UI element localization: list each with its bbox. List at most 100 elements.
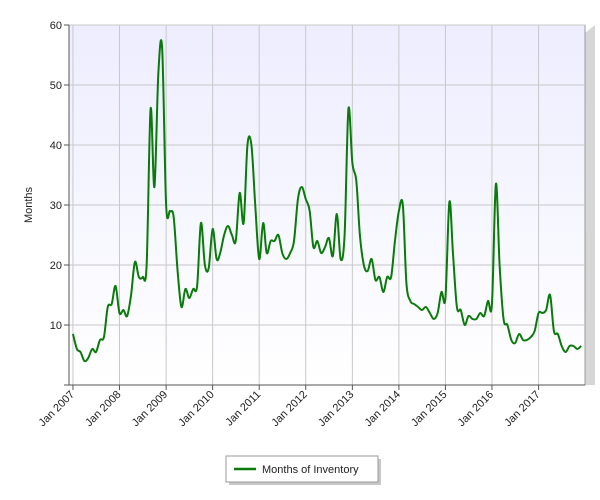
data-point[interactable] [501, 316, 507, 322]
data-point[interactable] [256, 256, 262, 262]
data-point[interactable] [163, 202, 169, 208]
data-point[interactable] [532, 328, 538, 334]
data-point[interactable] [186, 295, 192, 301]
data-point[interactable] [528, 334, 534, 340]
data-point[interactable] [442, 295, 448, 301]
data-point[interactable] [221, 232, 227, 238]
data-point[interactable] [155, 70, 161, 76]
data-point[interactable] [423, 304, 429, 310]
data-point[interactable] [388, 274, 394, 280]
legend[interactable]: Months of Inventory [225, 455, 381, 485]
data-point[interactable] [159, 46, 165, 52]
data-point[interactable] [85, 355, 91, 361]
data-point[interactable] [175, 268, 181, 274]
data-point[interactable] [369, 256, 375, 262]
data-point[interactable] [93, 349, 99, 355]
data-point[interactable] [361, 262, 367, 268]
data-point[interactable] [140, 274, 146, 280]
data-point[interactable] [233, 238, 239, 244]
data-point[interactable] [252, 202, 258, 208]
data-point[interactable] [237, 190, 243, 196]
data-point[interactable] [353, 178, 359, 184]
data-point[interactable] [303, 196, 309, 202]
data-point[interactable] [124, 313, 130, 319]
data-point[interactable] [128, 292, 134, 298]
data-point[interactable] [210, 226, 216, 232]
data-point[interactable] [229, 232, 235, 238]
data-point[interactable] [148, 106, 154, 112]
data-point[interactable] [578, 343, 584, 349]
data-point[interactable] [555, 331, 561, 337]
data-point[interactable] [427, 310, 433, 316]
data-point[interactable] [322, 244, 328, 250]
data-point[interactable] [400, 202, 406, 208]
data-point[interactable] [248, 142, 254, 148]
data-point[interactable] [396, 208, 402, 214]
data-point[interactable] [275, 232, 281, 238]
data-point[interactable] [481, 313, 487, 319]
data-point[interactable] [431, 316, 437, 322]
data-point[interactable] [101, 334, 107, 340]
data-point[interactable] [345, 106, 351, 112]
data-point[interactable] [330, 253, 336, 259]
data-point[interactable] [241, 220, 247, 226]
data-point[interactable] [70, 331, 76, 337]
data-point[interactable] [307, 208, 313, 214]
data-point[interactable] [497, 262, 503, 268]
data-point[interactable] [403, 280, 409, 286]
data-point[interactable] [299, 184, 305, 190]
data-point[interactable] [132, 259, 138, 265]
data-point[interactable] [194, 283, 200, 289]
data-point[interactable] [120, 307, 126, 313]
data-point[interactable] [473, 316, 479, 322]
data-point[interactable] [446, 199, 452, 205]
data-point[interactable] [178, 304, 184, 310]
data-point[interactable] [109, 301, 115, 307]
data-point[interactable] [144, 262, 150, 268]
data-point[interactable] [295, 196, 301, 202]
data-point[interactable] [77, 349, 83, 355]
data-point[interactable] [450, 250, 456, 256]
data-point[interactable] [365, 268, 371, 274]
data-point[interactable] [225, 223, 231, 229]
data-point[interactable] [206, 265, 212, 271]
data-point[interactable] [563, 349, 569, 355]
data-point[interactable] [512, 340, 518, 346]
data-point[interactable] [214, 256, 220, 262]
data-point[interactable] [334, 211, 340, 217]
data-point[interactable] [326, 235, 332, 241]
data-point[interactable] [458, 307, 464, 313]
data-point[interactable] [338, 256, 344, 262]
data-point[interactable] [559, 343, 565, 349]
data-point[interactable] [547, 292, 553, 298]
data-point[interactable] [279, 250, 285, 256]
data-point[interactable] [357, 232, 363, 238]
data-point[interactable] [349, 160, 355, 166]
data-point[interactable] [392, 238, 398, 244]
data-point[interactable] [380, 289, 386, 295]
data-point[interactable] [310, 244, 316, 250]
data-point[interactable] [504, 322, 510, 328]
data-point[interactable] [283, 256, 289, 262]
data-point[interactable] [271, 238, 277, 244]
data-point[interactable] [287, 250, 293, 256]
data-point[interactable] [489, 301, 495, 307]
series-line-months-of-inventory[interactable] [71, 39, 582, 363]
data-point[interactable] [342, 232, 348, 238]
data-point[interactable] [260, 220, 266, 226]
data-point[interactable] [516, 331, 522, 337]
data-point[interactable] [198, 220, 204, 226]
data-point[interactable] [376, 274, 382, 280]
data-point[interactable] [171, 214, 177, 220]
data-point[interactable] [151, 184, 157, 190]
data-point[interactable] [462, 322, 468, 328]
data-point[interactable] [438, 289, 444, 295]
data-point[interactable] [493, 181, 499, 187]
data-point[interactable] [291, 238, 297, 244]
data-point[interactable] [182, 286, 188, 292]
data-point[interactable] [217, 250, 223, 256]
data-point[interactable] [264, 250, 270, 256]
data-point[interactable] [543, 307, 549, 313]
data-point[interactable] [314, 238, 320, 244]
data-point[interactable] [318, 250, 324, 256]
